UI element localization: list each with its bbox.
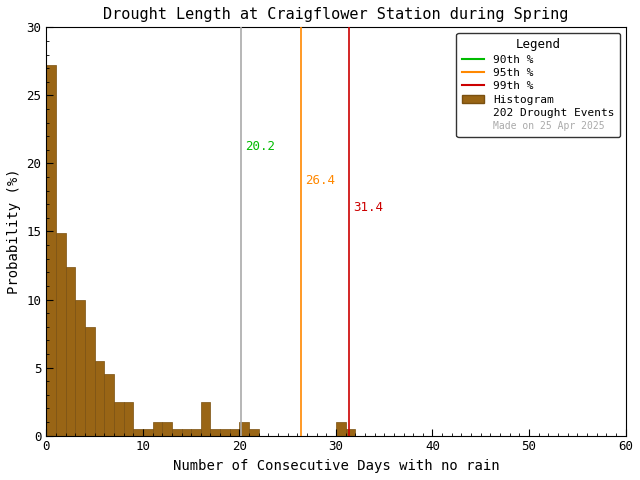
X-axis label: Number of Consecutive Days with no rain: Number of Consecutive Days with no rain <box>173 459 499 473</box>
Bar <box>182 429 191 436</box>
Bar <box>346 429 355 436</box>
Bar <box>124 402 133 436</box>
Bar <box>66 267 76 436</box>
Bar <box>220 429 230 436</box>
Bar <box>85 327 95 436</box>
Legend: 90th %, 95th %, 99th %, Histogram, 202 Drought Events, Made on 25 Apr 2025: 90th %, 95th %, 99th %, Histogram, 202 D… <box>456 33 620 137</box>
Bar <box>152 422 162 436</box>
Bar <box>104 374 114 436</box>
Text: 26.4: 26.4 <box>305 174 335 187</box>
Bar <box>133 429 143 436</box>
Bar <box>95 361 104 436</box>
Bar <box>46 65 56 436</box>
Title: Drought Length at Craigflower Station during Spring: Drought Length at Craigflower Station du… <box>103 7 569 22</box>
Bar <box>191 429 201 436</box>
Bar <box>162 422 172 436</box>
Bar <box>143 429 152 436</box>
Bar <box>249 429 259 436</box>
Bar <box>336 422 346 436</box>
Bar <box>230 429 239 436</box>
Bar <box>172 429 182 436</box>
Bar <box>239 422 249 436</box>
Text: 31.4: 31.4 <box>353 201 383 214</box>
Y-axis label: Probability (%): Probability (%) <box>7 168 21 294</box>
Bar <box>114 402 124 436</box>
Bar <box>76 300 85 436</box>
Bar <box>211 429 220 436</box>
Bar <box>201 402 211 436</box>
Bar <box>56 233 66 436</box>
Text: 20.2: 20.2 <box>245 140 275 153</box>
